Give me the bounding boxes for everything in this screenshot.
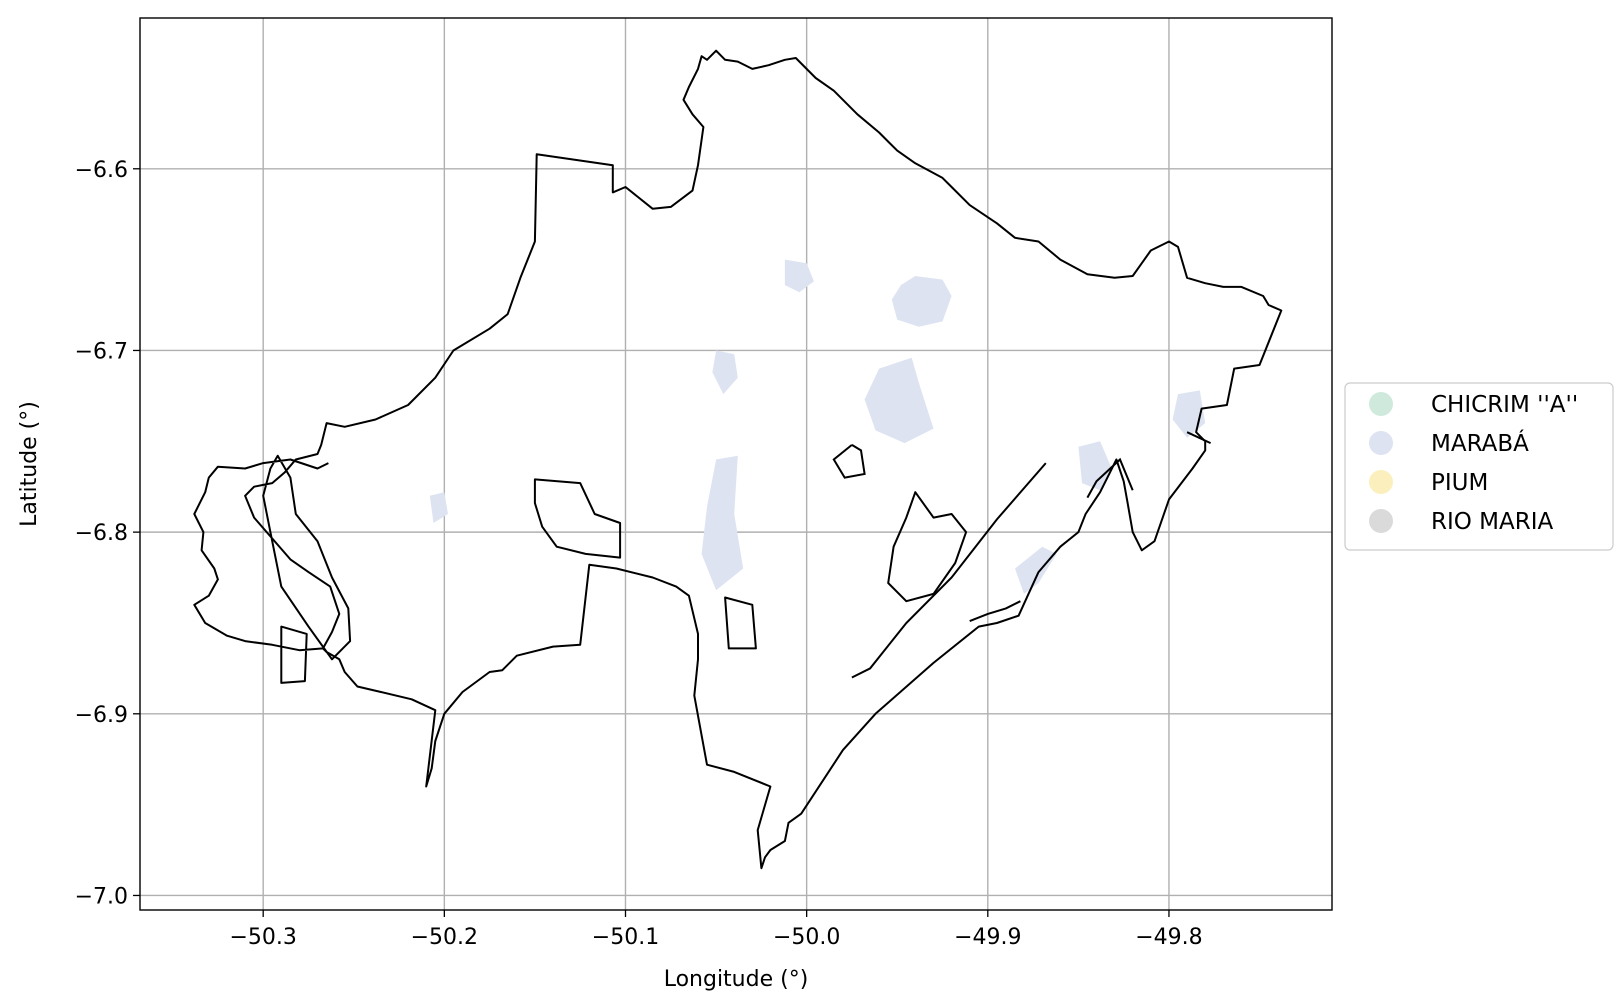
maraba-area-patch [891,276,952,327]
water-patches [429,259,1206,594]
x-tick-label: −50.3 [229,925,296,950]
y-tick-label: −6.9 [75,703,128,728]
legend-label: PIUM [1431,470,1488,496]
legend-label: MARABÁ [1431,429,1529,457]
y-tick-label: −7.0 [75,884,128,909]
x-tick-label: −49.8 [1135,925,1202,950]
x-tick-label: −50.2 [411,925,478,950]
x-axis-ticks: −50.3 −50.2 −50.1 −50.0 −49.9 −49.8 [229,910,1203,950]
x-tick-label: −49.9 [954,925,1021,950]
maraba-area-patch [864,357,934,444]
maraba-area-patch [712,350,738,395]
x-tick-label: −50.0 [773,925,840,950]
y-tick-label: −6.7 [75,339,128,364]
legend-marker [1369,392,1393,416]
x-tick-label: −50.1 [592,925,659,950]
maraba-area-patch [784,259,814,293]
legend-marker [1369,509,1393,533]
boundary-segment [1186,431,1212,445]
y-axis-ticks: −6.6 −6.7 −6.8 −6.9 −7.0 [75,158,140,909]
y-tick-label: −6.6 [75,158,128,183]
y-axis-label: Latitude (°) [17,401,42,527]
legend: CHICRIM ''A'' MARABÁ PIUM RIO MARIA [1344,382,1614,551]
boundary-segment [832,444,866,479]
x-axis-label: Longitude (°) [664,967,809,992]
maraba-area-patch [1015,546,1057,594]
boundary-segment [851,462,1047,679]
plot-frame [139,17,1333,911]
legend-marker [1369,431,1393,455]
legend-label: CHICRIM ''A'' [1431,392,1578,418]
boundary-segment [1086,457,1134,499]
map-layer [193,49,1283,870]
maraba-area-patch [701,455,744,591]
y-tick-label: −6.8 [75,521,128,546]
legend-frame [1344,382,1614,551]
boundary-segments [832,431,1212,679]
boundary-segment [969,600,1021,623]
legend-label: RIO MARIA [1431,509,1554,535]
legend-marker [1369,470,1393,494]
maraba-area-patch [429,492,448,523]
maraba-area-patch [1078,441,1111,491]
municipality-boundary [193,49,1283,870]
grid-lines [140,18,1332,910]
